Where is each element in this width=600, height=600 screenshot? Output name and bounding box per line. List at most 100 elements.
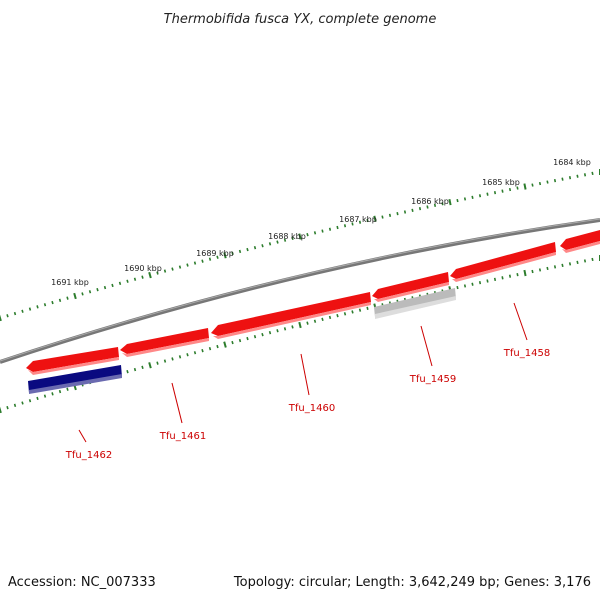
map-title: Thermobifida fusca YX, complete genome — [164, 12, 437, 27]
inner-tick-mark — [298, 321, 302, 329]
gene-arrow-shadow — [28, 357, 119, 375]
inner-tick-mark — [351, 310, 354, 314]
inner-tick-mark — [591, 257, 594, 262]
gene-arrow-tfu-1462[interactable] — [26, 347, 119, 372]
outer-tick-mark — [201, 259, 204, 263]
outer-tick-mark — [298, 233, 302, 240]
outer-tick-mark — [171, 267, 174, 271]
gene-arrow-shadow — [562, 241, 600, 253]
outer-tick-mark — [163, 269, 167, 273]
gene-arrow-shadow — [452, 252, 556, 282]
accession-text: Accession: NC_007333 — [8, 575, 156, 590]
inner-tick-mark — [201, 348, 204, 353]
inner-tick-mark — [538, 268, 542, 272]
inner-tick-mark — [471, 282, 474, 286]
outer-tick-mark — [276, 240, 279, 244]
inner-tick-mark — [283, 327, 287, 331]
outer-tick-mark — [411, 208, 414, 212]
outer-tick-mark — [328, 227, 332, 231]
outer-tick-mark — [43, 303, 47, 307]
outer-tick-mark — [418, 207, 422, 211]
gene-label-tfu-1458[interactable]: Tfu_1458 — [503, 348, 550, 359]
reverse-strand-genes — [28, 288, 456, 394]
outer-tick-mark — [223, 252, 227, 259]
outer-tick-mark — [486, 192, 489, 196]
outer-tick-mark — [246, 247, 249, 252]
kbp-label: 1686 kbp — [411, 197, 449, 206]
outer-tick-mark — [178, 265, 182, 269]
inner-tick-mark — [141, 365, 144, 370]
outer-tick-mark — [501, 189, 504, 193]
outer-tick-mark — [238, 249, 242, 254]
outer-tick-mark — [343, 224, 347, 228]
inner-tick-mark — [336, 313, 339, 318]
inner-tick-mark — [58, 389, 62, 394]
outer-tick-mark — [186, 263, 189, 267]
outer-tick-mark — [88, 290, 92, 294]
outer-tick-mark — [313, 231, 317, 235]
inner-tick-mark — [171, 357, 174, 361]
kbp-label: 1685 kbp — [482, 178, 520, 187]
outer-tick-mark — [133, 277, 137, 281]
outer-tick-mark — [336, 225, 339, 230]
gene-block-shadow — [29, 374, 122, 394]
topology-text: Topology: circular; Length: 3,642,249 bp… — [233, 575, 591, 590]
inner-tick-mark — [531, 269, 534, 274]
inner-tick-mark — [51, 392, 54, 396]
inner-tick-mark — [156, 361, 159, 365]
outer-tick-mark — [111, 283, 114, 288]
inner-tick-mark — [178, 355, 182, 359]
inner-tick-mark — [493, 277, 497, 282]
gene-labels: Tfu_1458 Tfu_1459 Tfu_1460 Tfu_1461 Tfu_… — [65, 348, 550, 461]
outer-tick-mark — [253, 245, 257, 250]
outer-tick-mark — [576, 174, 579, 178]
kbp-labels: 1684 kbp 1685 kbp 1686 kbp 1687 kbp 1688… — [51, 158, 591, 287]
gene-arrow-tfu-1461[interactable] — [120, 328, 209, 354]
outer-tick-mark — [306, 232, 309, 237]
inner-tick-mark — [501, 276, 504, 280]
inner-tick-mark — [328, 315, 332, 320]
gene-arrow-tfu-1460[interactable] — [211, 292, 371, 336]
outer-tick-mark — [28, 307, 32, 311]
outer-tick-mark — [268, 242, 272, 246]
inner-tick-mark — [291, 325, 294, 329]
inner-tick-mark — [148, 362, 152, 369]
gene-label-tfu-1460[interactable]: Tfu_1460 — [288, 403, 335, 414]
forward-strand-genes — [26, 230, 600, 375]
outer-tick-mark — [126, 279, 129, 283]
inner-tick-mark — [523, 269, 527, 277]
gene-arrow-tfu-1459[interactable] — [372, 272, 449, 299]
gene-arrow-partial[interactable] — [560, 230, 600, 250]
gene-label-tfu-1461[interactable]: Tfu_1461 — [159, 431, 206, 442]
inner-tick-mark — [246, 336, 249, 341]
callout-lines — [78, 302, 528, 443]
outer-tick-mark — [148, 271, 152, 279]
outer-tick-mark — [21, 309, 24, 313]
outer-tick-mark — [568, 176, 572, 180]
inner-tick-mark — [321, 317, 324, 322]
kbp-label: 1689 kbp — [196, 249, 234, 258]
outer-tick-mark — [426, 205, 429, 209]
outer-tick-mark — [591, 171, 594, 176]
inner-tick-mark — [553, 265, 557, 269]
outer-tick-mark — [471, 195, 474, 199]
gene-label-tfu-1459[interactable]: Tfu_1459 — [409, 374, 456, 385]
outer-tick-mark — [283, 238, 287, 242]
gene-arrow-shadow — [213, 302, 371, 339]
inner-tick-mark — [36, 396, 39, 401]
inner-tick-mark — [456, 285, 459, 290]
gene-arrow-tfu-1458[interactable] — [450, 242, 556, 279]
gene-label-tfu-1462[interactable]: Tfu_1462 — [65, 450, 112, 461]
gene-arrow-shadow — [374, 282, 449, 302]
outer-tick-mark — [36, 305, 39, 309]
outer-tick-mark — [208, 257, 212, 261]
inner-tick-mark — [561, 263, 564, 268]
outer-tick-mark — [96, 287, 99, 292]
outer-tick-mark — [531, 183, 534, 187]
outer-tick-mark — [538, 181, 542, 186]
outer-tick-mark — [381, 215, 384, 219]
inner-tick-mark — [583, 259, 587, 263]
gene-block-tfu-1462-navy[interactable] — [28, 365, 122, 393]
inner-tick-mark — [261, 332, 264, 337]
kbp-label: 1684 kbp — [553, 158, 591, 167]
